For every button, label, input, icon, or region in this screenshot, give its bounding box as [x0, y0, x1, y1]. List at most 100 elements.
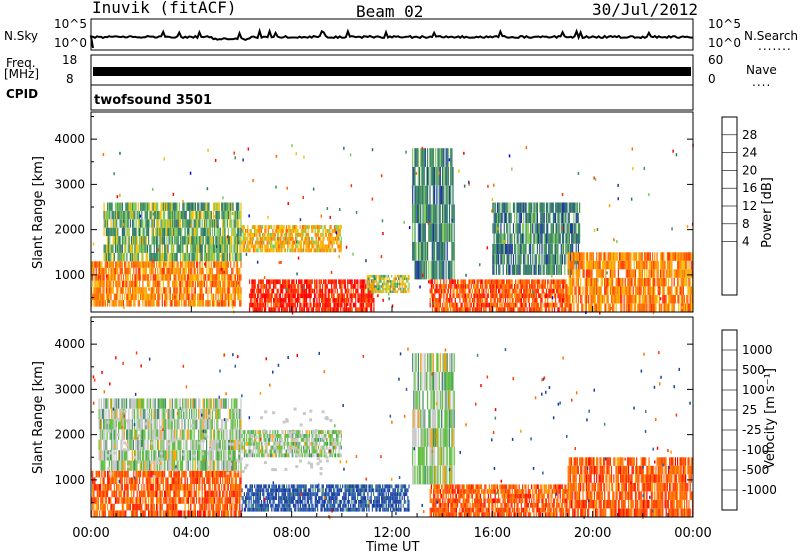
heatmap-speckle: [408, 275, 410, 278]
heatmap-cell: [227, 219, 228, 227]
heatmap-cell: [96, 261, 97, 268]
heatmap-cell: [179, 268, 180, 275]
heatmap-cell: [297, 293, 298, 298]
heatmap-cell: [633, 252, 634, 260]
heatmap-cell: [92, 281, 93, 288]
heatmap-cell: [688, 304, 689, 313]
heatmap-cell: [546, 244, 547, 254]
heatmap-cell: [107, 300, 108, 307]
heatmap-cell: [113, 253, 114, 261]
heatmap-cell: [122, 253, 123, 261]
heatmap-cell: [321, 245, 322, 249]
heatmap-cell: [497, 307, 498, 312]
heatmap-cell: [164, 245, 165, 253]
heatmap-cell: [530, 213, 531, 223]
heatmap-cell: [546, 254, 547, 264]
heatmap-cell: [539, 265, 540, 275]
heatmap-cell: [533, 265, 534, 275]
heatmap-cell: [137, 287, 138, 294]
heatmap-cell: [626, 261, 627, 270]
heatmap-cell: [629, 278, 630, 287]
heatmap-cell: [606, 295, 607, 304]
heatmap-cell: [609, 261, 610, 270]
heatmap-cell: [108, 274, 109, 281]
heatmap-cell: [325, 284, 326, 289]
heatmap-cell: [258, 248, 259, 252]
heatmap-cell: [101, 300, 102, 307]
heatmap-cell: [536, 203, 537, 213]
heatmap-cell: [481, 298, 482, 303]
heatmap-cell: [129, 281, 130, 288]
heatmap-cell: [333, 298, 334, 303]
heatmap-cell: [435, 298, 436, 303]
heatmap-cell: [222, 287, 223, 294]
heatmap-cell: [509, 279, 510, 284]
heatmap-cell: [610, 269, 611, 278]
heatmap-cell: [457, 293, 458, 298]
heatmap-cell: [517, 234, 518, 244]
heatmap-cell: [156, 287, 157, 294]
heatmap-cell: [365, 284, 366, 289]
heatmap-cell: [268, 284, 269, 289]
heatmap-cell: [167, 211, 168, 219]
heatmap-cell: [138, 300, 139, 307]
heatmap-speckle: [153, 213, 155, 216]
heatmap-cell: [683, 252, 684, 260]
heatmap-cell: [449, 204, 450, 223]
heatmap-cell: [391, 275, 392, 278]
heatmap-cell: [668, 252, 669, 260]
heatmap-cell: [435, 289, 436, 294]
heatmap-cell: [177, 203, 178, 211]
heatmap-cell: [514, 303, 515, 308]
heatmap-cell: [180, 228, 181, 236]
heatmap-cell: [195, 203, 196, 211]
heatmap-cell: [197, 245, 198, 253]
heatmap-cell: [124, 484, 125, 491]
heatmap-cell: [535, 298, 536, 303]
heatmap-cell: [255, 298, 256, 303]
heatmap-cell: [424, 223, 425, 242]
heatmap-cell: [448, 289, 449, 294]
heatmap-cell: [123, 491, 124, 498]
heatmap-cell: [303, 241, 304, 245]
heatmap-cell: [448, 186, 449, 205]
heatmap-cell: [215, 281, 216, 288]
heatmap-cell: [189, 274, 190, 281]
heatmap-cell: [573, 278, 574, 287]
heatmap-cell: [310, 248, 311, 252]
heatmap-cell: [471, 279, 472, 284]
heatmap-cell: [533, 298, 534, 303]
heatmap-cell: [454, 261, 455, 280]
heatmap-cell: [238, 228, 239, 236]
heatmap-cell: [137, 281, 138, 288]
heatmap-cell: [323, 293, 324, 298]
heatmap-cell: [631, 278, 632, 287]
heatmap-cell: [156, 228, 157, 236]
heatmap-cell: [108, 203, 109, 211]
heatmap-cell: [325, 279, 326, 284]
heatmap-cell: [295, 298, 296, 303]
heatmap-cell: [618, 261, 619, 270]
heatmap-cell: [683, 278, 684, 287]
heatmap-cell: [147, 294, 148, 301]
heatmap-cell: [444, 307, 445, 312]
heatmap-cell: [488, 289, 489, 294]
heatmap-cell: [221, 274, 222, 281]
heatmap-cell: [201, 236, 202, 244]
heatmap-cell: [549, 254, 550, 264]
heatmap-cell: [139, 261, 140, 268]
heatmap-cell: [118, 471, 119, 478]
heatmap-cell: [242, 229, 243, 233]
heatmap-cell: [651, 286, 652, 295]
heatmap-cell: [571, 223, 572, 233]
heatmap-cell: [120, 245, 121, 253]
heatmap-cell: [431, 223, 432, 242]
heatmap-cell: [476, 279, 477, 284]
heatmap-cell: [502, 213, 503, 223]
heatmap-cell: [327, 248, 328, 252]
heatmap-cell: [671, 278, 672, 287]
heatmap-cell: [430, 298, 431, 303]
heatmap-cell: [306, 298, 307, 303]
heatmap-cell: [686, 261, 687, 270]
heatmap-cell: [533, 234, 534, 244]
